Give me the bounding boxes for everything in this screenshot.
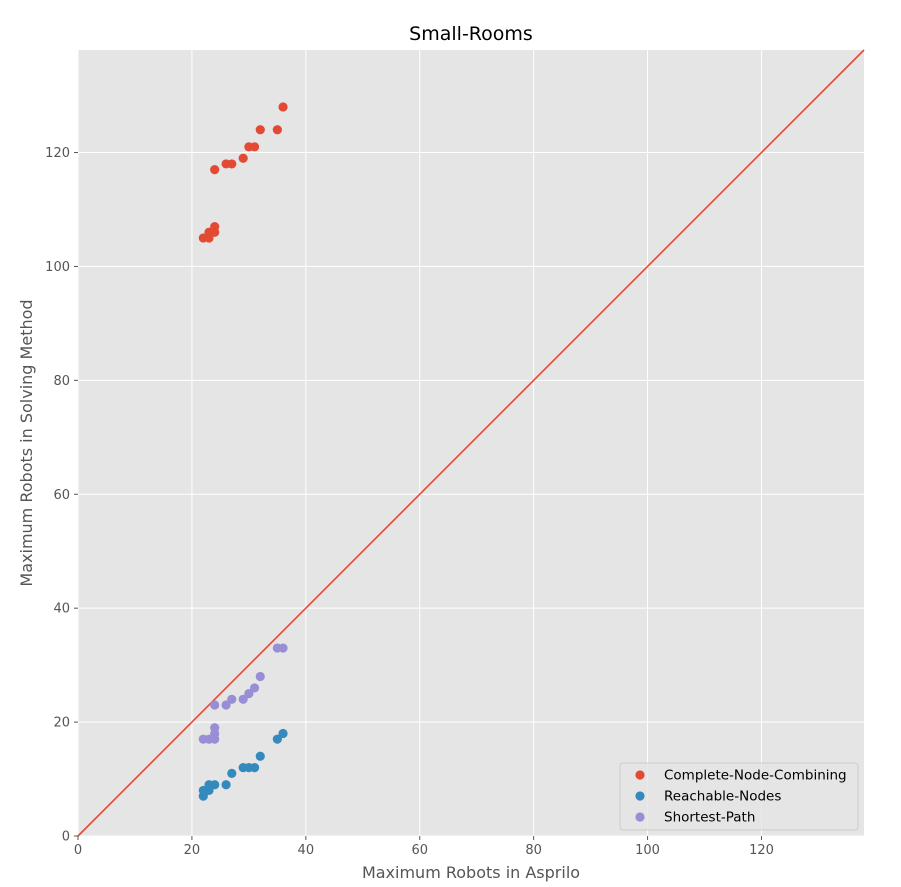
y-tick-label: 60 [53, 488, 70, 503]
data-point [227, 768, 237, 778]
legend-box [619, 762, 859, 831]
data-point [272, 125, 282, 135]
legend-marker [635, 791, 645, 801]
data-points [198, 102, 288, 801]
y-tick-label: 120 [45, 146, 70, 161]
data-point [249, 142, 260, 152]
x-tick-label: 120 [749, 843, 774, 858]
data-point [278, 102, 288, 112]
grid-lines [77, 50, 864, 837]
y-tick-label: 20 [53, 716, 70, 731]
x-tick-label: 60 [411, 843, 428, 858]
data-point [210, 221, 220, 232]
y-tick-label: 80 [53, 374, 70, 389]
data-point [255, 125, 265, 135]
x-tick-label: 80 [525, 843, 542, 858]
legend-marker [635, 812, 645, 822]
legend-marker [635, 770, 645, 780]
data-point [244, 689, 254, 699]
data-point [238, 153, 248, 163]
data-point [210, 165, 220, 175]
x-axis-ticks: 0 20 40 60 80 100 120 [74, 836, 774, 858]
x-axis-label: Maximum Robots in Asprilo [362, 863, 580, 882]
data-point [278, 728, 288, 739]
y-tick-label: 0 [62, 830, 70, 845]
y-tick-label: 40 [53, 602, 70, 617]
data-point [221, 780, 231, 790]
data-point [210, 700, 220, 710]
data-point [227, 159, 237, 169]
data-point [221, 700, 231, 710]
y-axis-ticks: 0 20 40 60 80 100 120 [45, 146, 78, 845]
data-point [249, 683, 260, 693]
x-tick-label: 40 [298, 843, 315, 858]
legend: Complete-Node-Combining Reachable-Nodes Sh… [619, 762, 859, 831]
legend-label: Complete-Node-Combining [664, 768, 847, 784]
x-tick-label: 100 [635, 843, 660, 858]
data-point [210, 780, 220, 790]
data-point [227, 694, 237, 704]
data-point [255, 751, 265, 761]
legend-label: Reachable-Nodes [664, 789, 781, 805]
data-point [255, 671, 265, 682]
x-tick-label: 0 [74, 843, 82, 858]
reference-line [77, 49, 865, 837]
y-tick-label: 100 [45, 260, 70, 275]
data-point [210, 723, 220, 733]
data-point [278, 643, 288, 653]
legend-label: Shortest-Path [664, 810, 755, 826]
reference-line-group [77, 49, 865, 837]
data-point [249, 763, 260, 773]
x-tick-label: 20 [184, 843, 201, 858]
y-axis-label: Maximum Robots in Solving Method [17, 299, 36, 586]
data-point [238, 694, 248, 704]
chart-title: Small-Rooms [409, 23, 533, 45]
data-point [272, 734, 282, 744]
